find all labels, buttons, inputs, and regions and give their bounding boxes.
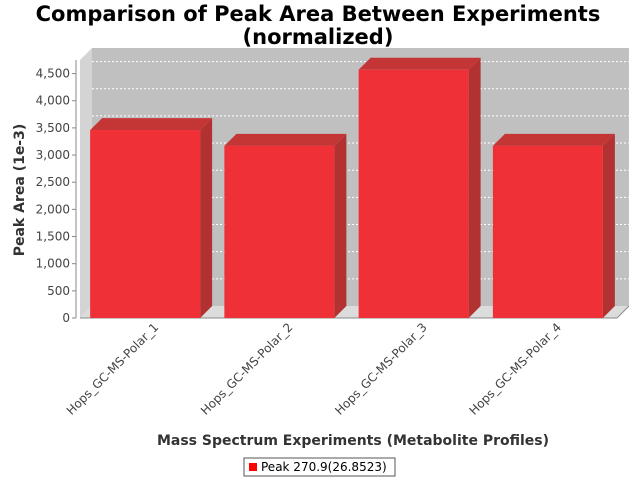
bar-top (358, 57, 481, 70)
bar-front (492, 145, 603, 318)
plot-wall (80, 48, 92, 318)
legend-box (243, 457, 396, 477)
chart-title-line-2: (normalized) (243, 25, 394, 49)
bar (492, 133, 615, 318)
legend-label: Peak 270.9(26.8523) (261, 460, 387, 474)
legend: Peak 270.9(26.8523) (243, 457, 396, 477)
bar-side (334, 133, 347, 318)
x-tick-label: Hops_GC-MS-Polar_1 (64, 320, 162, 418)
y-tick-label: 2,500 (36, 175, 70, 189)
bar (224, 133, 347, 318)
x-tick-label: Hops_GC-MS-Polar_2 (198, 320, 296, 418)
x-tick-label: Hops_GC-MS-Polar_3 (332, 320, 430, 418)
y-tick-label: 1,000 (36, 257, 70, 271)
bar (90, 118, 213, 318)
y-tick-label: 3,000 (36, 148, 70, 162)
bar-top (224, 133, 347, 146)
y-tick-label: 4,500 (36, 67, 70, 81)
x-axis-label: Mass Spectrum Experiments (Metabolite Pr… (157, 433, 549, 449)
bar-side (602, 133, 615, 318)
y-tick-label: 2,000 (36, 202, 70, 216)
bar-top (492, 133, 615, 146)
y-tick-label: 500 (47, 284, 70, 298)
y-tick-label: 1,500 (36, 230, 70, 244)
chart-title-line-1: Comparison of Peak Area Between Experime… (36, 2, 601, 26)
x-axis: Hops_GC-MS-Polar_1 Hops_GC-MS-Polar_2 Hops… (64, 320, 564, 418)
bars (90, 57, 615, 318)
bar (358, 57, 481, 318)
floor-edge (616, 305, 630, 319)
bar-top (90, 118, 213, 131)
y-axis-label: Peak Area (1e-3) (12, 124, 28, 257)
plot-floor (80, 306, 629, 318)
legend-swatch (249, 463, 257, 471)
y-tick-label: 0 (62, 311, 70, 325)
bar-front (358, 69, 469, 318)
y-axis: 0 500 1,000 1,500 2,000 2,500 3,000 3,500 4,000 4… (36, 60, 77, 325)
bar-side (200, 118, 213, 318)
x-tick-label: Hops_GC-MS-Polar_4 (466, 320, 564, 418)
y-tick-label: 3,500 (36, 121, 70, 135)
bar-front (224, 145, 335, 318)
bar-side (468, 57, 481, 318)
bar-front (90, 130, 201, 318)
y-tick-label: 4,000 (36, 94, 70, 108)
